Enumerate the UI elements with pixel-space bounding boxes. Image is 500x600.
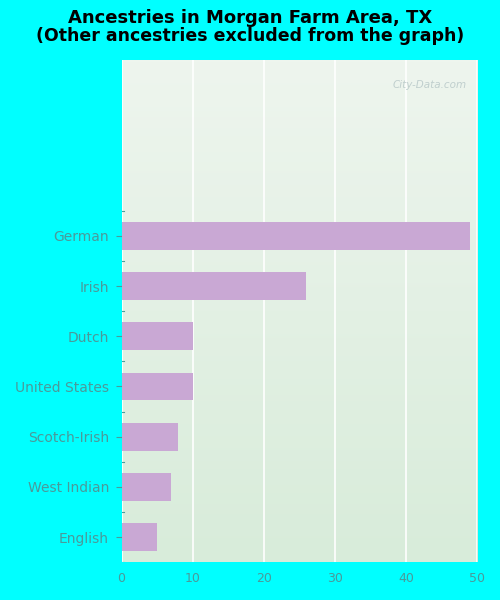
Bar [122, 373, 192, 400]
Bar [122, 423, 178, 451]
Text: (Other ancestries excluded from the graph): (Other ancestries excluded from the grap… [36, 27, 464, 45]
Bar [122, 473, 172, 501]
Text: Ancestries in Morgan Farm Area, TX: Ancestries in Morgan Farm Area, TX [68, 9, 432, 27]
Bar [122, 272, 306, 300]
Bar [122, 222, 470, 250]
Text: City-Data.com: City-Data.com [392, 80, 466, 90]
Bar [122, 322, 192, 350]
Bar [122, 523, 157, 551]
